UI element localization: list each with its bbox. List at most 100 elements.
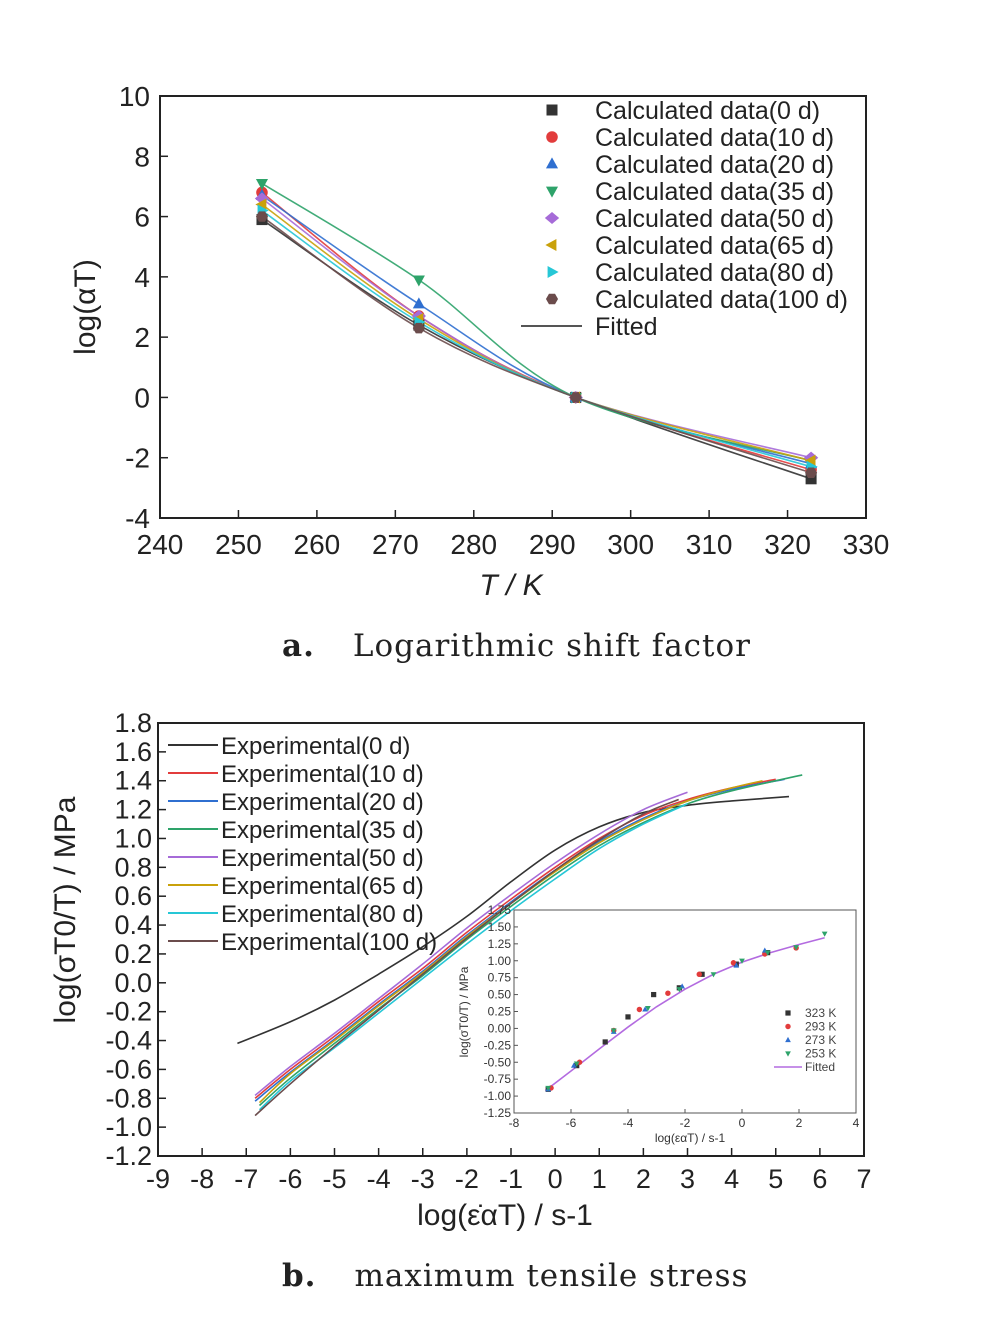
chart-a-plot-frame — [159, 95, 867, 519]
chart-b-xlabel: log(ε̇αT) / s-1 — [417, 1199, 593, 1232]
inset-xlabel: log(εαT) / s-1 — [655, 1131, 726, 1145]
chart-b-xtick-label: -6 — [278, 1164, 302, 1194]
inset-data-point — [545, 1085, 552, 1092]
inset-ytick-label: 0.25 — [488, 1005, 512, 1019]
caption-a-text: Logarithmic shift factor — [352, 628, 751, 664]
chart-a-xtick-label: 320 — [764, 529, 811, 560]
chart-a-ytick-label: 8 — [134, 141, 150, 172]
chart-a-legend-marker — [546, 104, 558, 116]
caption-a: a. Logarithmic shift factor — [282, 628, 751, 664]
inset-data-point — [676, 987, 683, 993]
inset-data-point — [651, 991, 657, 998]
chart-a-fitted-lines — [261, 182, 812, 480]
chart-a-xtick-label: 260 — [294, 529, 341, 560]
chart-a-fitted-line — [261, 197, 812, 459]
chart-a-data-point — [569, 392, 582, 403]
chart-a-xtick-label: 330 — [843, 529, 890, 560]
inset-legend-label: 273 K — [805, 1033, 836, 1047]
chart-b-legend-label: Experimental(50 d) — [221, 845, 424, 872]
chart-a-legend-label: Calculated data(50 d) — [595, 205, 834, 233]
chart-a: 240 250 260 270 280 290 300 310 320 330 -4 -2 0 2 4 6 8 1… — [69, 81, 889, 602]
inset-ytick-label: 0.50 — [488, 988, 512, 1002]
chart-a-legend-marker — [545, 238, 557, 252]
chart-b-xtick-label: -1 — [499, 1164, 523, 1194]
chart-b-ytick-label: -0.4 — [105, 1026, 152, 1056]
chart-a-legend-marker — [546, 131, 558, 143]
chart-a-legend-marker — [545, 293, 559, 305]
chart-b-xtick-label: 2 — [636, 1164, 651, 1194]
chart-b-series-line — [254, 791, 688, 1096]
chart-a-xtick-label: 270 — [372, 529, 419, 560]
chart-a-ytick-label: 2 — [134, 322, 150, 353]
chart-b-xtick-label: -4 — [367, 1164, 391, 1194]
inset-ytick-label: -0.25 — [484, 1038, 512, 1052]
chart-a-data-point — [805, 467, 818, 479]
chart-a-data-point — [255, 198, 267, 211]
inset-ytick-label: 1.00 — [488, 954, 512, 968]
inset-data-point — [636, 1006, 643, 1013]
chart-b-ytick-label: -0.8 — [105, 1083, 152, 1113]
chart-b-xtick-label: 6 — [812, 1164, 827, 1194]
chart-b-ytick-label: 1.4 — [114, 766, 152, 796]
inset-legend-label: Fitted — [805, 1060, 835, 1074]
inset-ylabel: log(σT0/T) / MPa — [457, 966, 471, 1057]
chart-a-data-point — [805, 473, 817, 485]
inset-xtick-label: 4 — [853, 1116, 860, 1130]
chart-b-series-line — [254, 778, 776, 1099]
chart-b-xtick-label: -7 — [234, 1164, 258, 1194]
chart-b-legend-label: Experimental(65 d) — [221, 873, 424, 900]
chart-b-xtick-label: -9 — [146, 1164, 170, 1194]
chart-b-xtick-label: 5 — [768, 1164, 783, 1194]
chart-a-legend-marker — [545, 157, 559, 169]
chart-b-ytick-label: -0.6 — [105, 1054, 152, 1084]
inset-xtick-label: -2 — [680, 1116, 691, 1130]
inset-data-point — [730, 960, 737, 966]
chart-a-ytick-label: 4 — [134, 262, 150, 293]
caption-b-text: maximum tensile stress — [354, 1258, 749, 1294]
inset-data-point — [645, 1006, 651, 1012]
inset-data-point — [699, 971, 705, 977]
inset-data-point — [793, 945, 800, 951]
chart-a-xtick-label: 240 — [137, 529, 184, 560]
caption-a-tag: a. — [282, 628, 315, 664]
chart-a-legend-label: Calculated data(10 d) — [595, 124, 834, 152]
chart-a-data-point — [804, 454, 816, 467]
chart-a-legend-label: Calculated data(65 d) — [595, 232, 834, 260]
chart-b-legend-label: Experimental(80 d) — [221, 901, 424, 928]
chart-b-ytick-label: -1.2 — [105, 1141, 152, 1171]
inset-data-point — [665, 990, 671, 996]
chart-a-legend-marker — [545, 186, 559, 198]
chart-a-legend-label: Calculated data(100 d) — [595, 286, 848, 314]
chart-b-xtick-label: 4 — [724, 1164, 739, 1194]
inset-data-point — [710, 972, 717, 978]
chart-b-ytick-label: -1.0 — [105, 1112, 152, 1142]
chart-a-fitted-line — [261, 215, 812, 474]
chart-b-ytick-label: 0.6 — [114, 881, 152, 911]
chart-a-xtick-label: 310 — [686, 529, 733, 560]
inset-ytick-label: -0.75 — [484, 1072, 512, 1086]
inset-data-point — [821, 931, 828, 937]
chart-a-fitted-line — [261, 209, 812, 468]
chart-b-ytick-label: 1.6 — [114, 737, 152, 767]
chart-a-ytick-label: 6 — [134, 202, 150, 233]
inset-legend-marker — [785, 1051, 791, 1057]
inset-ytick-label: 1.50 — [488, 920, 512, 934]
chart-b-ytick-label: 1.2 — [114, 795, 152, 825]
chart-a-ticks: 240 250 260 270 280 290 300 310 320 330 -4 -2 0 2 4 6 8 1… — [119, 81, 890, 560]
chart-b-xtick-label: 3 — [680, 1164, 695, 1194]
chart-a-xtick-label: 250 — [215, 529, 262, 560]
chart-b-xtick-label: 7 — [856, 1164, 871, 1194]
inset-points — [545, 931, 828, 1092]
chart-a-ytick-label: -2 — [125, 443, 150, 474]
chart-b-xtick-label: -3 — [411, 1164, 435, 1194]
chart-a-legend-label: Fitted — [595, 313, 658, 341]
chart-a-legend-label: Calculated data(80 d) — [595, 259, 834, 287]
inset-xtick-label: -6 — [566, 1116, 577, 1130]
chart-b-ytick-label: 0.4 — [114, 910, 152, 940]
inset-ytick-label: 0.00 — [488, 1021, 512, 1035]
inset-ytick-label: 1.75 — [488, 903, 512, 917]
inset-data-point — [570, 1062, 577, 1068]
chart-b-legend-label: Experimental(100 d) — [221, 929, 437, 956]
